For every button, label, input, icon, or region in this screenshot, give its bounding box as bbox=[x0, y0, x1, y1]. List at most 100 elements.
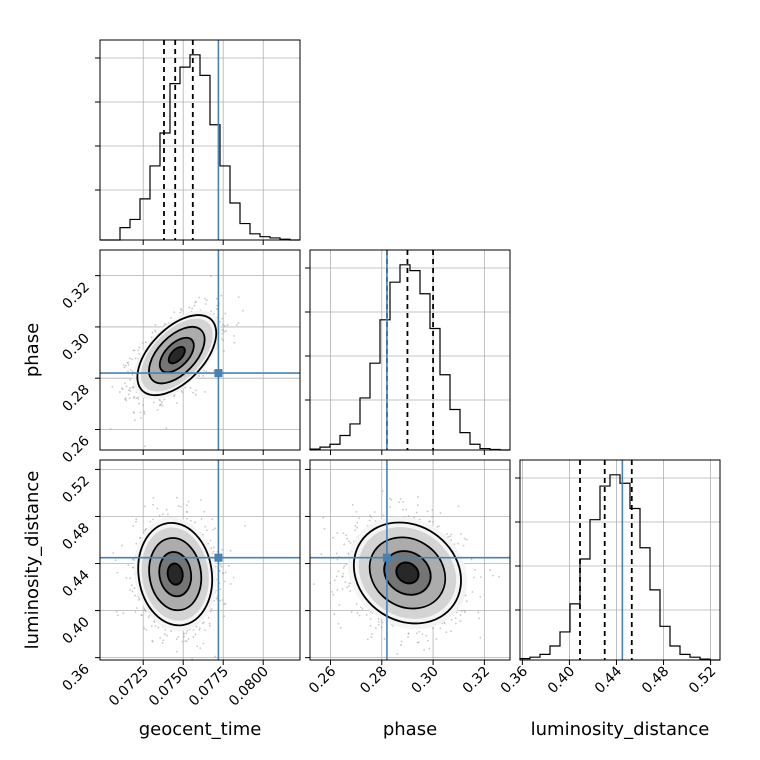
sample-point bbox=[423, 648, 425, 651]
sample-point bbox=[134, 611, 137, 613]
sample-point bbox=[198, 296, 201, 299]
sample-point bbox=[111, 385, 114, 388]
truth-marker bbox=[382, 553, 391, 562]
sample-point bbox=[181, 640, 184, 643]
sample-point bbox=[165, 634, 168, 637]
sample-point bbox=[224, 602, 227, 605]
sample-point bbox=[322, 516, 325, 519]
sample-point bbox=[195, 625, 198, 628]
sample-point bbox=[389, 497, 391, 500]
sample-point bbox=[158, 514, 161, 517]
sample-point bbox=[355, 602, 358, 605]
sample-point bbox=[202, 642, 205, 645]
contour-line bbox=[395, 561, 420, 585]
contour-line bbox=[167, 346, 186, 365]
sample-point bbox=[187, 638, 190, 640]
sample-point bbox=[138, 353, 141, 355]
sample-point bbox=[143, 627, 146, 630]
sample-point bbox=[382, 514, 385, 517]
panel-frame bbox=[519, 459, 721, 661]
sample-point bbox=[137, 599, 140, 601]
sample-point bbox=[418, 630, 421, 633]
sample-point bbox=[241, 309, 244, 312]
y-tick-label: 0.28 bbox=[59, 382, 92, 415]
sample-point bbox=[421, 633, 424, 636]
sample-point bbox=[378, 621, 380, 623]
sample-point bbox=[134, 357, 137, 360]
sample-point bbox=[109, 428, 112, 430]
sample-point bbox=[131, 373, 134, 376]
sample-point bbox=[159, 636, 162, 639]
sample-point bbox=[198, 628, 201, 631]
sample-point bbox=[161, 642, 164, 644]
sample-point bbox=[163, 398, 166, 401]
density-level bbox=[395, 561, 420, 585]
sample-point bbox=[342, 567, 345, 569]
sample-point bbox=[141, 342, 144, 345]
sample-point bbox=[129, 577, 132, 580]
sample-point bbox=[345, 534, 347, 537]
sample-point bbox=[181, 391, 184, 394]
sample-point bbox=[162, 639, 164, 642]
sample-point bbox=[150, 336, 153, 339]
sample-point bbox=[361, 607, 364, 610]
sample-point bbox=[151, 331, 154, 334]
sample-point bbox=[233, 341, 236, 344]
sample-point bbox=[392, 625, 394, 627]
panel-frame bbox=[99, 459, 301, 661]
sample-point bbox=[478, 617, 480, 620]
sample-point bbox=[457, 542, 459, 545]
contour-line bbox=[158, 336, 195, 374]
sample-point bbox=[438, 525, 440, 528]
sample-point bbox=[474, 568, 476, 571]
sample-point bbox=[133, 349, 136, 352]
x-tick-label: 0.0750 bbox=[146, 664, 192, 710]
sample-point bbox=[359, 606, 362, 609]
sample-point bbox=[133, 587, 136, 590]
sample-point bbox=[427, 639, 429, 642]
sample-point bbox=[470, 558, 473, 561]
sample-point bbox=[120, 387, 123, 390]
sample-point bbox=[201, 533, 204, 536]
sample-point bbox=[213, 546, 215, 549]
histogram-phase bbox=[309, 264, 510, 451]
sample-point bbox=[332, 536, 334, 539]
sample-point bbox=[219, 563, 222, 566]
sample-point bbox=[122, 363, 125, 366]
sample-point bbox=[380, 626, 383, 629]
sample-point bbox=[132, 412, 135, 414]
sample-point bbox=[399, 498, 402, 500]
sample-point bbox=[173, 394, 176, 396]
x-tick-label: 0.0800 bbox=[226, 664, 272, 710]
x-tick-label: 0.44 bbox=[592, 663, 625, 696]
sample-point bbox=[343, 565, 346, 567]
sample-point bbox=[356, 612, 359, 615]
sample-point bbox=[139, 416, 142, 419]
sample-point bbox=[348, 582, 351, 585]
sample-point bbox=[417, 641, 420, 644]
density-geocent_time-phase bbox=[109, 275, 244, 448]
sample-point bbox=[354, 529, 357, 531]
sample-point bbox=[206, 529, 208, 532]
sample-point bbox=[205, 303, 207, 305]
sample-point bbox=[143, 410, 146, 413]
sample-point bbox=[491, 574, 494, 577]
sample-point bbox=[222, 328, 225, 331]
sample-point bbox=[204, 629, 206, 631]
sample-point bbox=[358, 517, 361, 520]
sample-point bbox=[137, 402, 140, 405]
sample-point bbox=[118, 391, 121, 393]
sample-point bbox=[407, 515, 410, 517]
y-tick-label: 0.40 bbox=[59, 614, 92, 647]
sample-point bbox=[129, 589, 132, 591]
sample-point bbox=[200, 518, 203, 520]
sample-point bbox=[370, 516, 373, 518]
sample-point bbox=[431, 516, 434, 518]
sample-point bbox=[133, 419, 136, 422]
sample-point bbox=[215, 308, 218, 311]
sample-point bbox=[373, 511, 376, 513]
sample-point bbox=[125, 576, 128, 579]
sample-point bbox=[209, 539, 212, 542]
sample-point bbox=[465, 538, 468, 541]
sample-point bbox=[112, 552, 115, 554]
